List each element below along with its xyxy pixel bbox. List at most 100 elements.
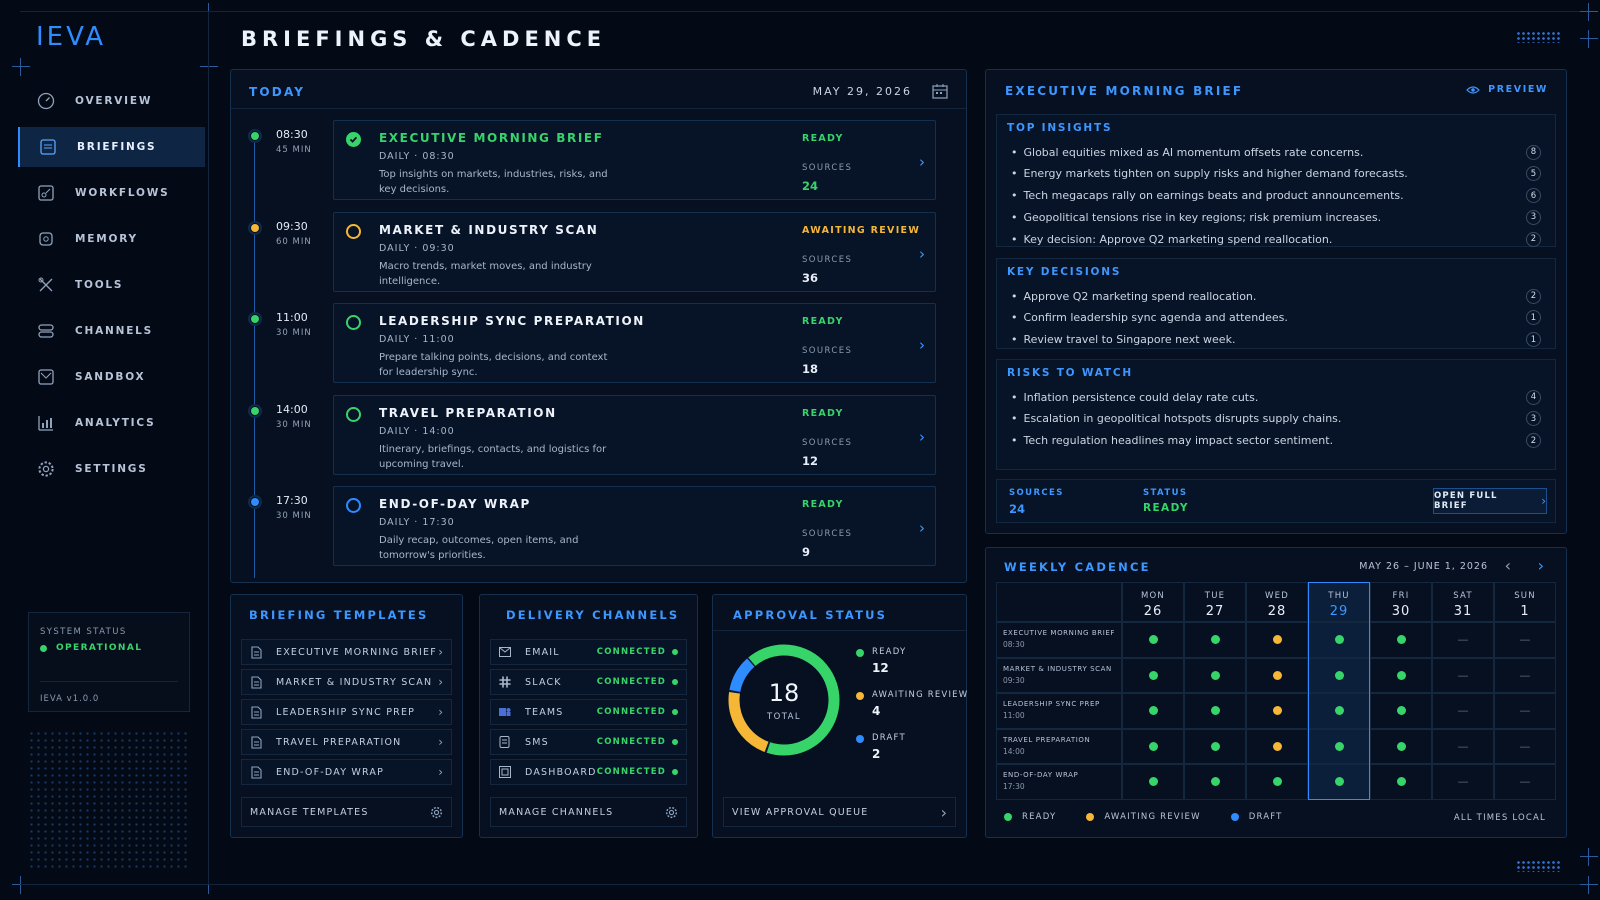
cadence-cell[interactable] <box>1122 728 1184 764</box>
sidebar-item-channels[interactable]: CHANNELS <box>18 311 205 351</box>
cadence-cell[interactable] <box>1308 728 1370 764</box>
app-logo[interactable]: IEVA <box>36 22 107 52</box>
cadence-cell[interactable]: — <box>1432 764 1494 800</box>
chevron-right-icon: › <box>919 336 925 354</box>
cadence-cell[interactable] <box>1184 693 1246 729</box>
template-item[interactable]: EXECUTIVE MORNING BRIEF › <box>241 639 452 665</box>
cadence-cell[interactable] <box>1184 622 1246 658</box>
next-week-chevron-icon[interactable]: › <box>1537 556 1544 575</box>
event-item: 08:30 45 MIN EXECUTIVE MORNING BRIEF DAILY … <box>231 117 966 200</box>
cadence-cell[interactable]: — <box>1494 657 1556 693</box>
preview-button[interactable]: PREVIEW <box>1466 84 1548 95</box>
weekday-header-thu[interactable]: THU 29 <box>1308 582 1370 622</box>
cadence-cell[interactable] <box>1184 728 1246 764</box>
cadence-cell[interactable] <box>1308 622 1370 658</box>
cadence-row-time: 17:30 <box>1003 782 1025 791</box>
calendar-icon[interactable] <box>932 84 948 99</box>
cadence-cell[interactable] <box>1122 764 1184 800</box>
cadence-cell[interactable] <box>1122 693 1184 729</box>
event-card[interactable]: LEADERSHIP SYNC PREPARATION DAILY · 11:00… <box>333 303 936 383</box>
sidebar-item-sandbox[interactable]: SANDBOX <box>18 357 205 397</box>
cadence-cell[interactable] <box>1370 657 1432 693</box>
sidebar-item-overview[interactable]: OVERVIEW <box>18 81 205 121</box>
event-item: 14:00 30 MIN TRAVEL PREPARATION DAILY · 14:… <box>231 392 966 475</box>
manage-templates-button[interactable]: MANAGE TEMPLATES <box>241 797 452 827</box>
status-dot-ready <box>1396 635 1406 645</box>
cadence-cell[interactable] <box>1308 693 1370 729</box>
cadence-row-label: END-OF-DAY WRAP 17:30 <box>996 764 1122 800</box>
event-card[interactable]: EXECUTIVE MORNING BRIEF DAILY · 08:30 Top … <box>333 120 936 200</box>
channel-email[interactable]: EMAIL CONNECTED <box>490 639 687 665</box>
status-dot-ready <box>1334 635 1344 645</box>
status-dot-ready <box>1210 635 1220 645</box>
cadence-cell[interactable]: — <box>1494 622 1556 658</box>
gauge-icon <box>37 92 55 110</box>
cadence-cell[interactable] <box>1370 728 1432 764</box>
cadence-cell[interactable] <box>1246 657 1308 693</box>
open-full-brief-button[interactable]: OPEN FULL BRIEF › <box>1433 488 1547 514</box>
channel-slack[interactable]: SLACK CONNECTED <box>490 669 687 695</box>
brief-footer: SOURCES 24 STATUS READY OPEN FULL BRIEF … <box>996 479 1556 523</box>
cadence-cell[interactable] <box>1370 764 1432 800</box>
today-panel: TODAY MAY 29, 2026 08:30 45 MIN EXECUTIVE … <box>230 69 967 583</box>
source-count-badge: 2 <box>1526 433 1541 449</box>
manage-channels-button[interactable]: MANAGE CHANNELS <box>490 797 687 827</box>
cadence-cell[interactable] <box>1122 622 1184 658</box>
approval-total-label: TOTAL <box>767 712 801 722</box>
sidebar-item-tools[interactable]: TOOLS <box>18 265 205 305</box>
cadence-row-name: TRAVEL PREPARATION <box>1003 735 1091 744</box>
status-dot-ready <box>1148 635 1158 645</box>
cadence-cell[interactable]: — <box>1432 728 1494 764</box>
weekday-header-tue[interactable]: TUE 27 <box>1184 582 1246 622</box>
cadence-cell[interactable] <box>1246 764 1308 800</box>
event-card[interactable]: MARKET & INDUSTRY SCAN DAILY · 09:30 Macro… <box>333 211 936 292</box>
sidebar-item-workflows[interactable]: WORKFLOWS <box>18 173 205 213</box>
cadence-cell[interactable] <box>1370 693 1432 729</box>
check-circle-icon <box>346 132 361 147</box>
event-card[interactable]: END-OF-DAY WRAP DAILY · 17:30 Daily recap,… <box>333 486 936 566</box>
cadence-cell[interactable] <box>1246 622 1308 658</box>
prev-week-chevron-icon[interactable]: ‹ <box>1504 556 1511 575</box>
cadence-row-time: 11:00 <box>1003 711 1025 720</box>
template-item[interactable]: LEADERSHIP SYNC PREP › <box>241 699 452 725</box>
cadence-cell[interactable]: — <box>1494 764 1556 800</box>
channel-sms[interactable]: SMS CONNECTED <box>490 729 687 755</box>
cadence-cell[interactable]: — <box>1432 693 1494 729</box>
weekday-header-sat[interactable]: SAT 31 <box>1432 582 1494 622</box>
event-card[interactable]: TRAVEL PREPARATION DAILY · 14:00 Itinerary… <box>333 394 936 475</box>
cadence-cell[interactable] <box>1246 693 1308 729</box>
status-dot-awaiting <box>1272 741 1282 751</box>
page-title: BRIEFINGS & CADENCE <box>241 27 607 51</box>
weekday-header-fri[interactable]: FRI 30 <box>1370 582 1432 622</box>
channel-status: CONNECTED <box>596 677 666 687</box>
sidebar-item-briefings[interactable]: BRIEFINGS <box>18 127 205 167</box>
cadence-cell[interactable] <box>1308 764 1370 800</box>
sidebar-item-settings[interactable]: SETTINGS <box>18 449 205 489</box>
template-item[interactable]: END-OF-DAY WRAP › <box>241 759 452 785</box>
app-version: IEVA v1.0.0 <box>40 681 178 704</box>
cadence-cell[interactable]: — <box>1432 657 1494 693</box>
channel-teams[interactable]: TEAMS CONNECTED <box>490 699 687 725</box>
chevron-right-icon: › <box>438 765 443 779</box>
cadence-cell[interactable] <box>1370 622 1432 658</box>
weekday-header-mon[interactable]: MON 26 <box>1122 582 1184 622</box>
weekday-name: MON <box>1141 591 1165 601</box>
cadence-cell[interactable]: — <box>1494 728 1556 764</box>
template-item[interactable]: MARKET & INDUSTRY SCAN › <box>241 669 452 695</box>
weekday-header-sun[interactable]: SUN 1 <box>1494 582 1556 622</box>
cadence-cell[interactable]: — <box>1432 622 1494 658</box>
weekday-header-wed[interactable]: WED 28 <box>1246 582 1308 622</box>
channel-dashboard[interactable]: DASHBOARD CONNECTED <box>490 759 687 785</box>
cadence-cell[interactable] <box>1246 728 1308 764</box>
status-dot-awaiting <box>1272 670 1282 680</box>
cadence-cell[interactable] <box>1184 764 1246 800</box>
cadence-cell[interactable] <box>1122 657 1184 693</box>
cadence-cell[interactable] <box>1308 657 1370 693</box>
cadence-cell[interactable] <box>1184 657 1246 693</box>
weekday-name: FRI <box>1392 591 1410 601</box>
view-approval-queue-button[interactable]: VIEW APPROVAL QUEUE › <box>723 797 956 827</box>
sidebar-item-memory[interactable]: MEMORY <box>18 219 205 259</box>
cadence-cell[interactable]: — <box>1494 693 1556 729</box>
sidebar-item-analytics[interactable]: ANALYTICS <box>18 403 205 443</box>
template-item[interactable]: TRAVEL PREPARATION › <box>241 729 452 755</box>
